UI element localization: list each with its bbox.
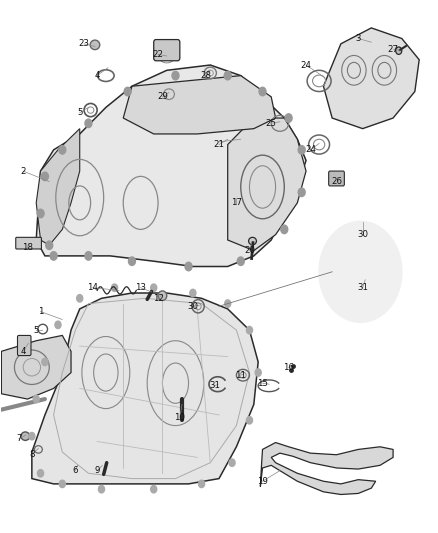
Text: 11: 11 — [235, 370, 246, 379]
Text: 23: 23 — [78, 39, 90, 49]
Text: 14: 14 — [87, 283, 98, 292]
Text: 29: 29 — [157, 92, 168, 101]
Text: 1: 1 — [38, 307, 43, 316]
Polygon shape — [260, 442, 393, 495]
Circle shape — [224, 71, 231, 80]
Circle shape — [128, 257, 135, 265]
Polygon shape — [123, 76, 276, 134]
Text: 4: 4 — [94, 71, 100, 80]
Circle shape — [281, 225, 288, 233]
Circle shape — [237, 257, 244, 265]
Circle shape — [55, 321, 61, 328]
Text: 13: 13 — [135, 283, 146, 292]
Circle shape — [59, 480, 65, 488]
Text: 12: 12 — [152, 294, 163, 303]
Polygon shape — [36, 128, 80, 245]
FancyBboxPatch shape — [18, 335, 31, 356]
Text: 25: 25 — [266, 119, 277, 128]
Text: 9: 9 — [95, 466, 100, 475]
Circle shape — [33, 395, 39, 403]
Circle shape — [298, 146, 305, 154]
Circle shape — [42, 172, 48, 181]
Circle shape — [38, 470, 44, 477]
Text: 10: 10 — [174, 413, 185, 422]
Text: 30: 30 — [187, 302, 198, 311]
Text: 16: 16 — [283, 363, 294, 372]
Text: 5: 5 — [77, 108, 82, 117]
Ellipse shape — [21, 432, 30, 440]
Ellipse shape — [396, 47, 402, 54]
Circle shape — [255, 369, 261, 376]
Text: 6: 6 — [73, 466, 78, 475]
Circle shape — [29, 432, 35, 440]
Circle shape — [85, 252, 92, 260]
Polygon shape — [32, 293, 258, 484]
Text: 2: 2 — [21, 166, 26, 175]
Circle shape — [112, 284, 117, 292]
Ellipse shape — [158, 291, 167, 301]
Circle shape — [225, 300, 231, 308]
Text: 8: 8 — [29, 450, 35, 459]
Circle shape — [229, 459, 235, 466]
Text: 19: 19 — [257, 477, 268, 486]
Circle shape — [285, 114, 292, 122]
Text: 4: 4 — [21, 347, 26, 356]
Circle shape — [247, 326, 253, 334]
Circle shape — [298, 188, 305, 197]
Text: 24: 24 — [300, 61, 311, 69]
Circle shape — [85, 119, 92, 127]
Ellipse shape — [90, 40, 100, 50]
Text: 18: 18 — [22, 244, 33, 253]
Circle shape — [190, 289, 196, 297]
Text: 30: 30 — [357, 230, 368, 239]
Circle shape — [37, 209, 44, 217]
Text: 31: 31 — [357, 283, 368, 292]
Circle shape — [124, 87, 131, 96]
Circle shape — [151, 284, 157, 292]
Circle shape — [77, 295, 83, 302]
Text: 26: 26 — [331, 177, 342, 186]
Text: 15: 15 — [257, 378, 268, 387]
Circle shape — [259, 87, 266, 96]
Circle shape — [319, 221, 402, 322]
Circle shape — [42, 358, 48, 366]
Text: 17: 17 — [231, 198, 242, 207]
Circle shape — [50, 252, 57, 260]
Circle shape — [185, 262, 192, 271]
Text: 20: 20 — [244, 246, 255, 255]
Ellipse shape — [249, 237, 256, 245]
Text: 7: 7 — [16, 434, 21, 443]
Circle shape — [151, 486, 157, 493]
FancyBboxPatch shape — [16, 237, 42, 249]
FancyBboxPatch shape — [328, 171, 344, 186]
Polygon shape — [36, 65, 306, 266]
Text: 24: 24 — [305, 146, 316, 155]
Circle shape — [46, 241, 53, 249]
Circle shape — [198, 480, 205, 488]
Polygon shape — [228, 118, 306, 251]
Circle shape — [99, 486, 105, 493]
Text: 31: 31 — [209, 381, 220, 390]
Circle shape — [247, 417, 253, 424]
Polygon shape — [323, 28, 419, 128]
Text: 3: 3 — [356, 34, 361, 43]
Polygon shape — [1, 335, 71, 399]
Circle shape — [59, 146, 66, 154]
Text: 21: 21 — [213, 140, 225, 149]
Text: 27: 27 — [388, 45, 399, 54]
FancyBboxPatch shape — [154, 39, 180, 61]
Circle shape — [172, 71, 179, 80]
Text: 28: 28 — [201, 71, 212, 80]
Text: 5: 5 — [33, 326, 39, 335]
Text: 22: 22 — [152, 50, 163, 59]
